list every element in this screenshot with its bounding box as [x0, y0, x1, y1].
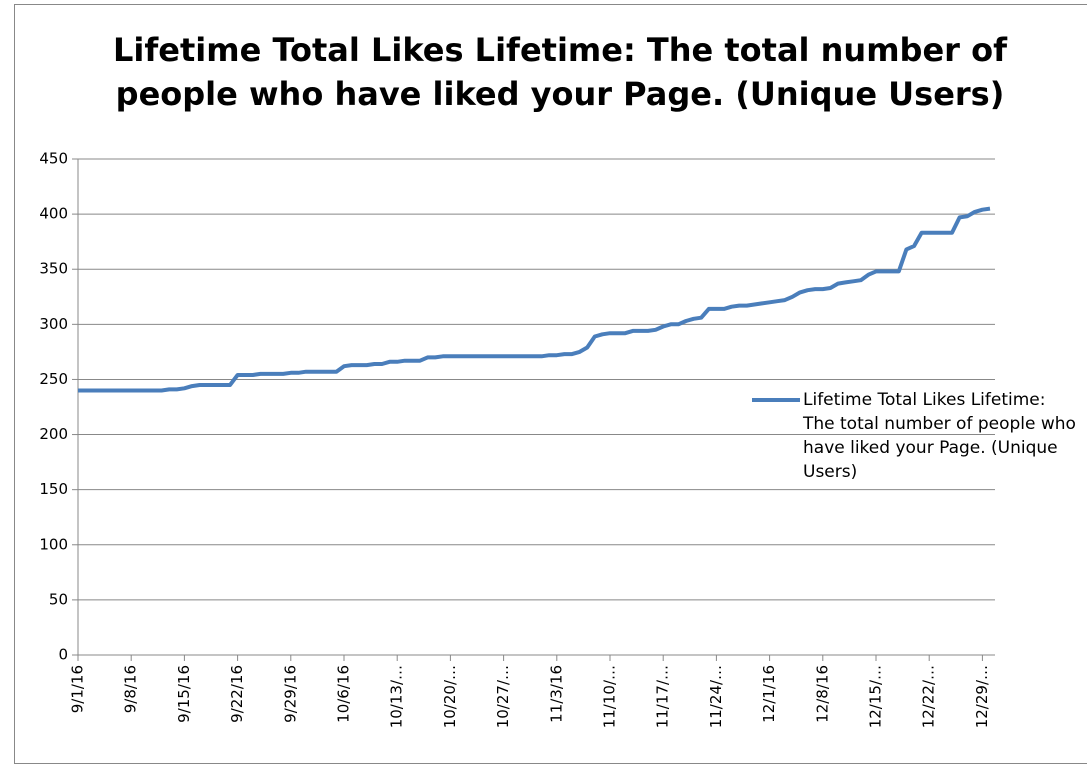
y-tick-label: 50 — [49, 590, 68, 608]
legend-label: Lifetime Total Likes Lifetime: The total… — [803, 390, 1076, 482]
y-tick-label: 350 — [39, 260, 68, 278]
x-tick-label: 12/29/… — [973, 665, 991, 728]
x-tick-label: 10/6/16 — [335, 665, 353, 723]
x-tick-label: 9/8/16 — [122, 665, 140, 713]
y-tick-label: 100 — [39, 535, 68, 553]
x-tick-label: 10/20/… — [441, 665, 459, 728]
y-tick-label: 200 — [39, 425, 68, 443]
y-tick-label: 300 — [39, 315, 68, 333]
x-tick-label: 11/17/… — [654, 665, 672, 728]
y-tick-label: 400 — [39, 205, 68, 223]
x-tick-label: 9/29/16 — [281, 665, 299, 723]
x-tick-label: 12/1/16 — [760, 665, 778, 723]
y-tick-label: 250 — [39, 370, 68, 388]
x-tick-label: 12/8/16 — [813, 665, 831, 723]
x-tick-label: 12/15/… — [867, 665, 885, 728]
x-tick-label: 11/10/… — [601, 665, 619, 728]
x-tick-label: 9/1/16 — [69, 665, 87, 713]
x-tick-label: 11/3/16 — [547, 665, 565, 723]
x-tick-label: 10/13/… — [388, 665, 406, 728]
data-line — [78, 206, 991, 393]
x-tick-label: 9/15/16 — [175, 665, 193, 723]
x-tick-label: 12/22/… — [920, 665, 938, 728]
y-tick-label: 150 — [39, 480, 68, 498]
y-tick-label: 450 — [39, 150, 68, 168]
x-tick-label: 11/24/… — [707, 665, 725, 728]
y-tick-label: 0 — [58, 646, 68, 664]
x-tick-label: 9/22/16 — [228, 665, 246, 723]
chart-title: Lifetime Total Likes Lifetime: The total… — [113, 31, 1007, 113]
x-tick-label: 10/27/… — [494, 665, 512, 728]
